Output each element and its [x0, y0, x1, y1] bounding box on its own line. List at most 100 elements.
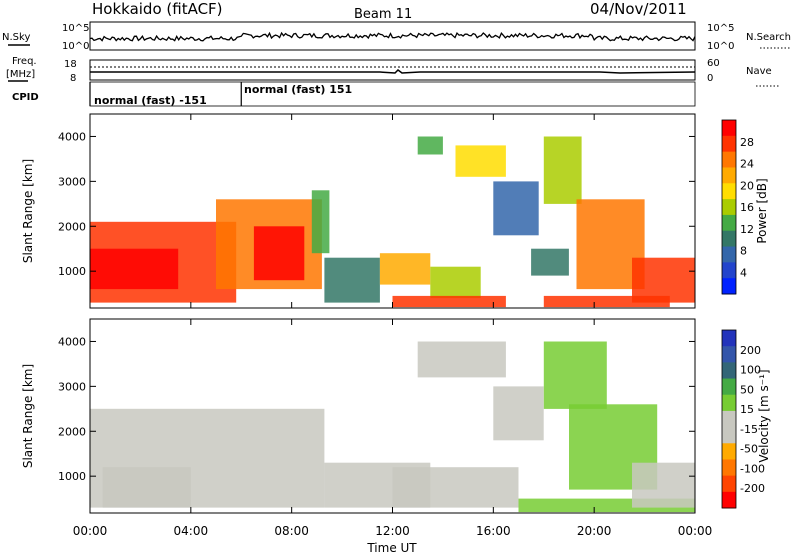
colorbar-swatch — [722, 410, 736, 428]
colorbar-swatch — [722, 378, 736, 396]
velocity-x-ticks — [89, 319, 696, 513]
power-heatmap — [90, 136, 695, 308]
velocity-heatmap — [90, 341, 695, 513]
nsky-label: N.Sky — [2, 32, 30, 43]
velocity-colorbar-label: Velocity [m s⁻¹] — [757, 369, 771, 462]
nsky-tick-bottom: 10^0 — [62, 41, 89, 52]
nsky-tick-top: 10^5 — [62, 23, 89, 34]
power-panel: 1000 2000 3000 4000 Slant Range [km] — [21, 113, 696, 309]
data-region-13 — [543, 136, 582, 204]
time-axis-title: Time UT — [366, 541, 417, 554]
colorbar-tick-label: 100 — [740, 364, 761, 377]
time-tick-label: 00:00 — [73, 524, 108, 538]
y-tick-label: 3000 — [58, 380, 86, 393]
y-tick-label: 3000 — [58, 175, 86, 188]
colorbar-swatch — [722, 278, 736, 295]
cpid-label: CPID — [12, 92, 39, 103]
time-tick-label: 00:00 — [678, 524, 713, 538]
colorbar-swatch — [722, 427, 736, 444]
colorbar-tick-label: 24 — [740, 158, 754, 171]
y-tick-label: 1000 — [58, 265, 86, 278]
power-y-ticks: 1000 2000 3000 4000 — [58, 130, 695, 278]
nsearch-tick-top: 10^5 — [707, 23, 734, 34]
colorbar-tick-label: 50 — [740, 383, 754, 396]
time-tick-label: 04:00 — [174, 524, 209, 538]
colorbar-frame — [721, 329, 737, 509]
colorbar-swatch — [722, 167, 736, 184]
colorbar-tick-label: -100 — [740, 462, 765, 475]
colorbar-tick-label: 16 — [740, 201, 754, 214]
time-tick-label: 16:00 — [476, 524, 511, 538]
data-region-5 — [324, 257, 380, 303]
colorbar-frame — [721, 119, 737, 295]
data-region-6 — [379, 253, 431, 285]
data-region-8 — [392, 295, 506, 308]
colorbar-swatch — [722, 214, 736, 232]
freq-trace — [90, 69, 696, 74]
colorbar-tick-label: 28 — [740, 136, 754, 149]
data-region-1 — [90, 248, 179, 290]
data-region-11 — [493, 181, 539, 236]
colorbar-swatch — [722, 120, 736, 137]
power-y-axis-label: Slant Range [km] — [21, 159, 35, 263]
freq-label: Freq. — [12, 56, 37, 67]
colorbar-swatch — [722, 362, 736, 380]
nsearch-tick-bottom: 10^0 — [707, 41, 734, 52]
colorbar-swatch — [722, 183, 736, 200]
date-title: 04/Nov/2011 — [590, 0, 687, 18]
power-colorbar-label: Power [dB] — [755, 178, 769, 243]
colorbar-tick-label: 200 — [740, 344, 761, 357]
data-region-9 — [102, 467, 191, 508]
data-region-8 — [632, 462, 695, 508]
colorbar-swatch — [722, 135, 736, 153]
nsky-line — [89, 31, 696, 42]
data-region-12 — [531, 248, 569, 276]
data-region-7 — [430, 266, 481, 299]
colorbar-swatch — [722, 475, 736, 493]
colorbar-swatch — [722, 151, 736, 168]
freq-tick-bottom: 8 — [70, 73, 76, 84]
data-region-4 — [493, 386, 544, 441]
data-region-16 — [543, 295, 670, 308]
time-tick-label: 12:00 — [375, 524, 410, 538]
colorbar-swatch — [722, 459, 736, 477]
colorbar-tick-label: -15 — [740, 423, 758, 436]
y-tick-label: 4000 — [58, 130, 86, 143]
colorbar-swatch — [722, 199, 736, 216]
data-region-5 — [543, 341, 607, 409]
colorbar-swatch — [722, 330, 736, 347]
nsearch-label: N.Search — [746, 32, 791, 43]
nsky-panel-frame — [89, 21, 696, 51]
nave-tick-bottom: 0 — [707, 73, 713, 84]
y-tick-label: 1000 — [58, 470, 86, 483]
colorbar-swatch — [722, 262, 736, 279]
y-tick-label: 2000 — [58, 220, 86, 233]
colorbar-tick-label: -50 — [740, 443, 758, 456]
data-region-2 — [392, 467, 519, 508]
cpid-segment-2-label: normal (fast) 151 — [244, 83, 352, 96]
y-tick-label: 2000 — [58, 425, 86, 438]
colorbar-swatch — [722, 443, 736, 460]
nave-tick-top: 60 — [707, 58, 720, 69]
power-x-ticks — [89, 114, 696, 308]
velocity-y-axis-label: Slant Range [km] — [21, 364, 35, 468]
data-region-4 — [311, 190, 330, 254]
colorbar-tick-label: 12 — [740, 223, 754, 236]
colorbar-tick-label: 15 — [740, 403, 754, 416]
velocity-panel: 1000 2000 3000 4000 Slant Range [km] — [21, 318, 696, 514]
data-region-15 — [632, 257, 695, 303]
nave-label: Nave — [746, 66, 772, 77]
time-tick-label: 20:00 — [577, 524, 612, 538]
colorbar-tick-label: 20 — [740, 179, 754, 192]
y-tick-label: 4000 — [58, 335, 86, 348]
freq-panel-frame — [89, 59, 696, 81]
colorbar-tick-label: 8 — [740, 245, 747, 258]
station-title: Hokkaido (fitACF) — [92, 0, 223, 18]
velocity-colorbar: 200 100 50 15 -15 -50 -100 -200 — [721, 329, 765, 509]
nsky-trace — [89, 31, 696, 42]
data-region-3 — [253, 226, 305, 281]
time-axis-labels: 00:00 04:00 08:00 12:00 16:00 20:00 00:00 — [73, 524, 713, 538]
freq-tick-top: 18 — [64, 59, 77, 70]
